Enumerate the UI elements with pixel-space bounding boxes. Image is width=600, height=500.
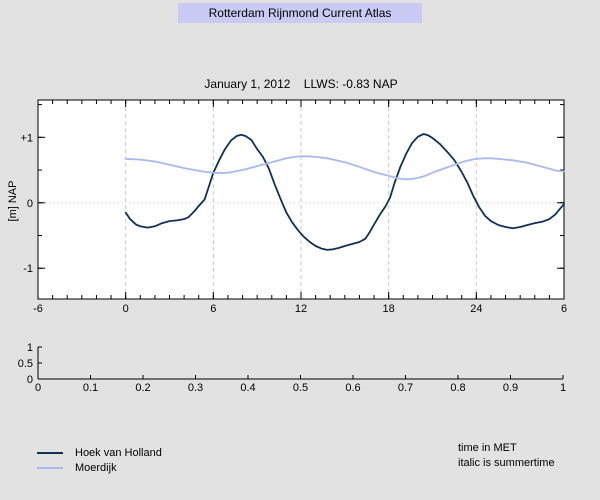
- legend-label: Moerdijk: [75, 461, 117, 474]
- svg-text:18: 18: [383, 303, 395, 315]
- svg-text:-6: -6: [33, 303, 43, 315]
- svg-text:1: 1: [560, 382, 566, 394]
- note-timezone: time in MET: [458, 442, 517, 454]
- svg-text:+1: +1: [20, 132, 33, 144]
- time-notes: time in MET italic is summertime: [458, 441, 555, 471]
- svg-text:6: 6: [210, 303, 216, 315]
- legend-line-moerdijk: [37, 466, 63, 469]
- svg-text:1: 1: [27, 342, 33, 354]
- svg-text:0: 0: [27, 374, 33, 386]
- svg-text:12: 12: [295, 303, 307, 315]
- legend-line-hoek-van-holland: [37, 451, 63, 454]
- svg-text:0: 0: [27, 198, 33, 210]
- chart-title: January 1, 2012 LLWS: -0.83 NAP: [204, 77, 398, 91]
- svg-text:0: 0: [35, 382, 41, 394]
- svg-text:0.6: 0.6: [345, 382, 360, 394]
- svg-text:0.8: 0.8: [450, 382, 465, 394]
- svg-text:0.2: 0.2: [135, 382, 150, 394]
- svg-text:6: 6: [561, 303, 567, 315]
- legend-label: Hoek van Holland: [75, 446, 162, 459]
- svg-text:0.3: 0.3: [188, 382, 203, 394]
- svg-text:-1: -1: [23, 263, 33, 275]
- legend-item: Moerdijk: [37, 460, 162, 475]
- svg-text:0: 0: [123, 303, 129, 315]
- note-summertime: italic is summertime: [458, 457, 555, 469]
- svg-text:0.9: 0.9: [503, 382, 518, 394]
- svg-text:0.5: 0.5: [18, 358, 33, 370]
- svg-text:0.1: 0.1: [83, 382, 98, 394]
- svg-text:24: 24: [470, 303, 482, 315]
- legend-item: Hoek van Holland: [37, 445, 162, 460]
- svg-text:0.4: 0.4: [240, 382, 255, 394]
- svg-text:0.7: 0.7: [398, 382, 413, 394]
- app-title: Rotterdam Rijnmond Current Atlas: [178, 3, 422, 23]
- legend: Hoek van Holland Moerdijk: [37, 445, 162, 475]
- svg-text:0.5: 0.5: [293, 382, 308, 394]
